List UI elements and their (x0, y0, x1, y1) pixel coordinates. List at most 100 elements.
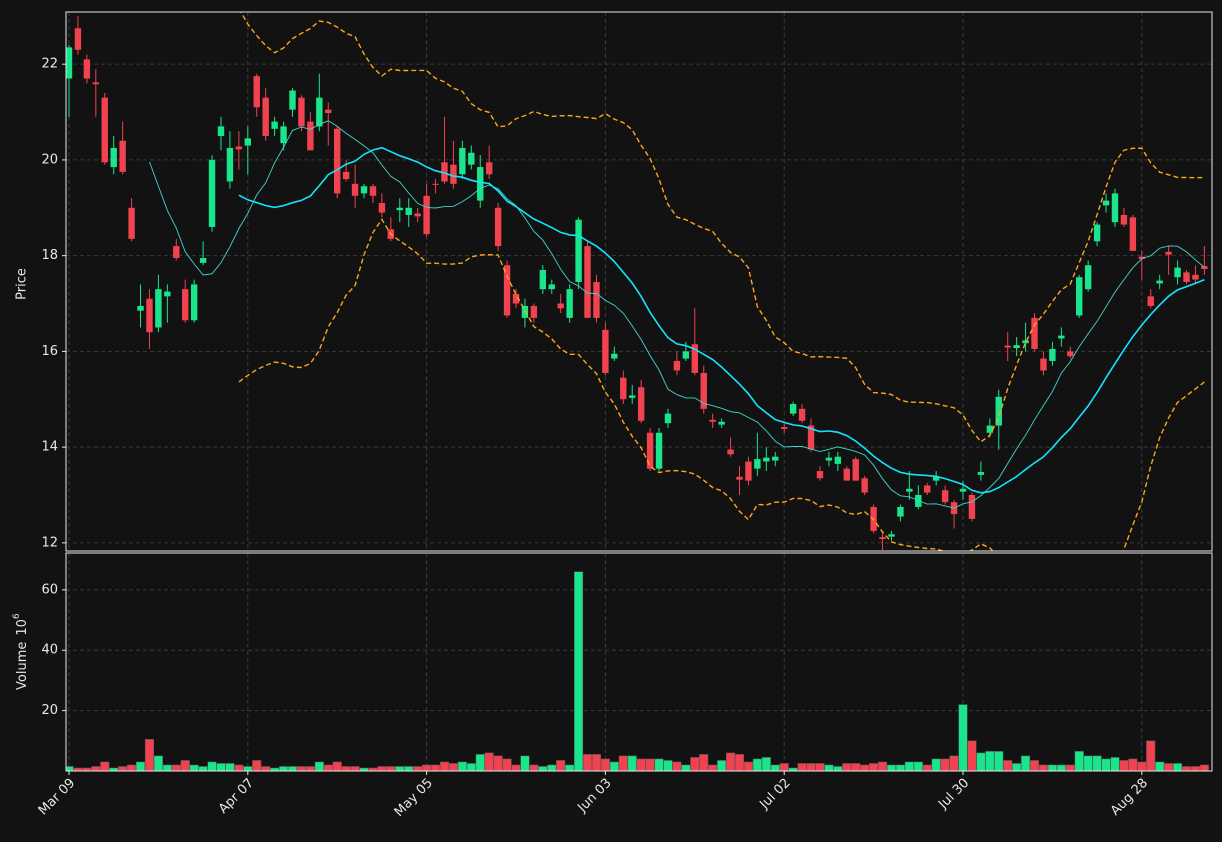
volume-bar (1029, 760, 1040, 771)
volume-bar (1119, 760, 1129, 771)
candle-body (280, 126, 287, 144)
volume-bar (824, 764, 834, 771)
volume-bar (234, 764, 244, 771)
candle-body (119, 140, 126, 172)
candle-body (369, 186, 377, 196)
candle-body (932, 476, 940, 481)
candle-body (521, 305, 529, 318)
candle-body (477, 167, 484, 201)
volume-bar (1056, 764, 1066, 771)
candle-body (164, 291, 171, 297)
volume-bar (913, 761, 923, 771)
candle-body (262, 97, 269, 136)
candle-body (182, 289, 189, 321)
volume-tick-label: 40 (41, 643, 58, 658)
candle-body (253, 76, 260, 108)
candle-body (557, 303, 564, 309)
candle-body (548, 284, 555, 290)
candle-body (289, 90, 296, 110)
moving-average (238, 146, 1205, 494)
volume-bar (743, 761, 753, 771)
candle-body (611, 353, 618, 359)
candle-body (1040, 358, 1047, 371)
volume-bar (252, 760, 262, 771)
candle-body (1174, 267, 1181, 278)
candle-body (1165, 251, 1172, 255)
volume-bar (761, 757, 771, 771)
volume-bar (1038, 764, 1049, 771)
volume-bar (296, 766, 306, 771)
candle-body (709, 419, 716, 422)
volume-bar (1155, 761, 1165, 771)
volume-bar (574, 571, 584, 771)
volume-bar (529, 764, 539, 771)
volume-bar (779, 763, 789, 771)
volume-bar (752, 758, 762, 771)
volume-frame (65, 552, 1213, 772)
candle-body (718, 421, 725, 425)
volume-bar (618, 755, 628, 771)
candle-body (736, 476, 743, 480)
volume-bar (1074, 751, 1084, 771)
volume-bar (976, 752, 986, 771)
volume-bar (582, 754, 593, 771)
price-frame (65, 11, 1213, 552)
volume-bar (609, 761, 619, 771)
volume-bar (287, 766, 298, 771)
candle-body (807, 425, 815, 450)
volume-bar (484, 752, 494, 771)
volume-bar (904, 761, 914, 771)
candle-body (298, 97, 305, 127)
candle-body (1084, 265, 1092, 290)
volume-bar (869, 763, 879, 771)
candle-body (101, 97, 108, 163)
candle-body (700, 372, 707, 409)
volume-bar (860, 764, 870, 771)
candle-body (602, 329, 609, 373)
volume-bar (940, 758, 950, 771)
candle-body (888, 534, 895, 537)
candle-body (879, 537, 886, 540)
candle-body (396, 207, 403, 211)
candle-body (512, 293, 520, 304)
candle-body (360, 186, 368, 194)
volume-bar (797, 763, 807, 771)
candle-body (539, 270, 547, 290)
candle-body (825, 457, 833, 461)
candle-body (199, 258, 207, 263)
candle-body (468, 152, 475, 165)
volume-bar (1065, 764, 1075, 771)
candle-body (816, 471, 824, 479)
volume-bar (225, 763, 235, 771)
volume-bar (1047, 764, 1057, 771)
volume-bar (672, 761, 682, 771)
volume-bar (877, 761, 888, 771)
volume-bar (565, 764, 575, 771)
volume-bar (663, 760, 673, 771)
volume-bar (1164, 763, 1174, 771)
volume-bar (91, 766, 101, 771)
volume-bar (922, 764, 932, 771)
candle-body (1013, 345, 1020, 349)
volume-bar (502, 758, 512, 771)
candle-body (1076, 277, 1083, 316)
candle-body (244, 138, 251, 146)
candle-body (83, 59, 91, 79)
volume-bar (1003, 760, 1013, 771)
volume-bar (520, 755, 530, 771)
volume-bar (180, 760, 190, 771)
candle-body (906, 488, 913, 492)
volume-bar (198, 766, 208, 771)
volume-bar (591, 754, 602, 771)
volume-bar (717, 760, 727, 771)
volume-panel (66, 571, 1209, 771)
volume-bar (842, 763, 852, 771)
candle-body (1004, 345, 1011, 348)
volume-bar (967, 740, 977, 771)
candle-body (334, 128, 341, 194)
candle-body (584, 246, 591, 318)
candle-body (861, 478, 868, 493)
candle-body (190, 284, 198, 321)
volume-bar (699, 754, 709, 771)
